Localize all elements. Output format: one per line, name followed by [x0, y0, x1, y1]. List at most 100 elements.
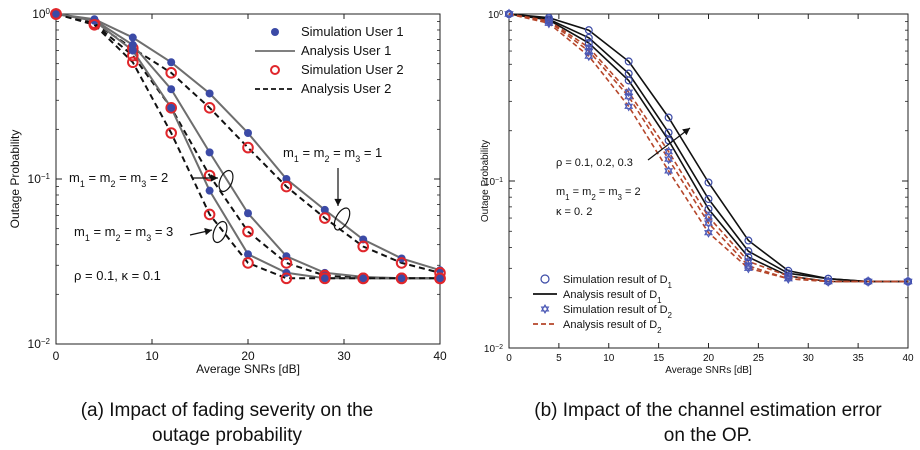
data-point: [664, 165, 674, 177]
data-point: [744, 236, 753, 245]
data-point: [624, 76, 633, 85]
series-line-5: [55, 13, 440, 280]
data-point: [282, 175, 291, 183]
data-point: [584, 45, 594, 57]
data-point: [165, 67, 177, 79]
x-tick-label: 25: [753, 353, 765, 364]
data-point: [584, 50, 594, 62]
series-line-4: [508, 13, 908, 283]
data-point: [704, 217, 713, 229]
annotation-m-b: m1 = m2 = m3 = 2: [556, 186, 641, 202]
data-point: [203, 208, 216, 221]
data-point: [397, 274, 406, 283]
legend-label: Analysis result of D1: [563, 289, 662, 305]
legend-marker: [540, 304, 550, 314]
data-point: [584, 26, 593, 35]
data-point: [280, 257, 293, 269]
x-tick-label: 10: [145, 349, 159, 363]
data-point: [205, 148, 214, 157]
chart-panel-a: 0 10 20 30 40 10−2 10−1 100 Average SNRs [dB] Out…: [8, 7, 447, 377]
annotation-params-a: ρ = 0.1, κ = 0.1: [74, 268, 161, 283]
series-line-5: [508, 13, 908, 283]
data-point: [664, 153, 674, 165]
legend-label: Analysis User 1: [301, 43, 391, 58]
data-point: [704, 178, 713, 187]
caption-b-line1: (b) Impact of the channel estimation err…: [534, 400, 882, 421]
data-point: [280, 272, 293, 285]
data-point: [783, 273, 793, 284]
x-tick-label: 40: [433, 349, 447, 363]
data-point: [357, 272, 370, 285]
x-tick-label: 0: [53, 349, 60, 363]
data-point: [744, 253, 753, 262]
data-point: [52, 10, 60, 18]
data-point: [395, 272, 408, 285]
annotation-m1: m1 = m2 = m3 = 1: [283, 145, 382, 164]
legend-label: Simulation User 1: [301, 24, 404, 39]
data-point: [244, 129, 252, 138]
legend-box: [249, 22, 431, 104]
x-axis-label: Average SNRs [dB]: [665, 365, 752, 376]
caption-a-line2: outage probability: [152, 425, 302, 446]
y-tick-label: 100: [32, 7, 50, 22]
legend-label: Simulation result of D2: [563, 304, 673, 320]
annotation-rho: ρ = 0.1, 0.2, 0.3: [556, 157, 633, 169]
data-point: [88, 19, 101, 31]
data-point: [205, 186, 214, 195]
data-point: [244, 250, 252, 259]
data-point: [504, 8, 514, 20]
chart-panel-b: 0 5 10 15 20 25 30 35 40 10−2 10−1 100 Average SNRs …: [480, 8, 914, 376]
data-point: [319, 272, 331, 285]
annotation-ellipse-m3: [212, 220, 228, 244]
data-point: [359, 274, 368, 283]
data-point: [664, 113, 673, 122]
x-tick-label: 0: [506, 353, 512, 364]
y-tick-label: 10−2: [28, 337, 51, 352]
data-point: [624, 91, 634, 102]
data-point: [823, 276, 833, 287]
series-line-1: [508, 13, 908, 283]
y-tick-label: 100: [488, 10, 503, 22]
annotation-arrow: [647, 127, 691, 161]
data-point: [242, 225, 254, 238]
arrow-head: [204, 228, 212, 236]
data-point: [357, 240, 370, 253]
x-tick-label: 35: [853, 353, 865, 364]
x-tick-label: 20: [241, 349, 255, 363]
y-tick-label: 10−1: [28, 172, 51, 187]
y-tick-label: 10−1: [484, 177, 503, 189]
data-point: [319, 212, 331, 224]
data-point: [128, 33, 137, 42]
data-point: [165, 127, 177, 139]
annotation-ellipse-m1: [333, 207, 351, 231]
x-tick-label: 15: [653, 353, 665, 364]
legend-label: Simulation User 2: [301, 62, 404, 77]
arrow-head: [210, 174, 218, 182]
data-point: [824, 274, 833, 283]
x-tick-label: 40: [902, 353, 914, 364]
caption-b-line2: on the OP.: [664, 425, 752, 446]
data-point: [128, 40, 137, 49]
data-point: [167, 103, 176, 112]
data-point: [244, 209, 252, 218]
data-point: [203, 102, 216, 114]
data-point: [743, 263, 753, 274]
data-point: [664, 146, 674, 157]
x-tick-label: 5: [556, 353, 562, 364]
data-point: [50, 8, 62, 20]
caption-a-line1: (a) Impact of fading severity on the: [81, 400, 374, 421]
data-point: [434, 272, 446, 285]
data-point: [395, 257, 408, 269]
data-point: [242, 257, 254, 269]
legend-marker: [270, 65, 280, 75]
data-point: [544, 18, 554, 29]
legend-label: Simulation result of D1: [563, 274, 673, 290]
data-point: [203, 169, 216, 182]
legend-label: Analysis result of D2: [563, 319, 662, 335]
data-point: [127, 56, 139, 69]
x-tick-label: 30: [803, 353, 815, 364]
data-point: [205, 89, 214, 98]
legend-label: Analysis User 2: [301, 81, 391, 96]
data-point: [903, 276, 913, 287]
